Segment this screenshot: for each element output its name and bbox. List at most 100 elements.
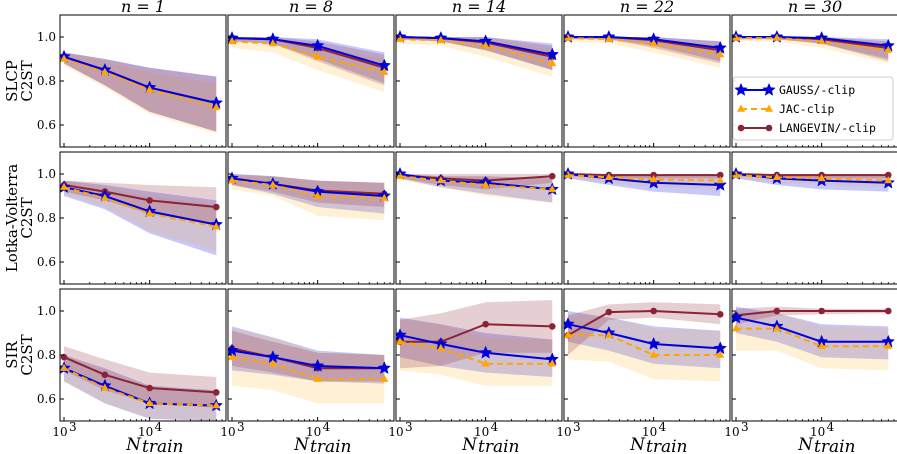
line-jac-clip-r2-c4 (736, 327, 889, 348)
point-langevin-clip-r2-c2-2 (482, 320, 489, 328)
x-axis-label-subscript: train (646, 437, 687, 454)
line-jac-clip-r1-c0 (63, 186, 217, 228)
point-jac-clip-r0-c1-3 (380, 67, 389, 75)
band-gauss-clip-r0-c2 (400, 37, 553, 70)
point-jac-clip-r0-c2-2 (481, 41, 490, 49)
band-gauss-clip-r2-c3 (568, 311, 721, 369)
legend-marker-jac-clip-a (736, 104, 746, 112)
line-langevin-clip-r1-c3 (567, 173, 721, 177)
xtick-label: 10 (388, 425, 403, 439)
panel-lines-r0-c4 (732, 29, 896, 53)
line-jac-clip-r2-c0 (63, 367, 217, 407)
x-axis-label: N (461, 435, 478, 454)
point-jac-clip-r1-c2-3 (548, 184, 557, 193)
line-gauss-clip-r0-c0 (63, 55, 217, 104)
panel-frame-r1-c2 (395, 151, 563, 285)
x-axis-label: N (797, 435, 814, 454)
line-langevin-clip-r2-c3 (567, 309, 721, 337)
xtick-label-exponent: 4 (155, 420, 163, 434)
point-gauss-clip-r0-c2-3 (545, 47, 560, 61)
ytick-label: 0.6 (37, 118, 56, 132)
xtick-label-exponent: 4 (323, 420, 331, 434)
line-jac-clip-r0-c0 (63, 58, 217, 109)
line-jac-clip-r2-c2 (399, 340, 553, 365)
xtick-label: 10 (474, 425, 489, 439)
point-jac-clip-r1-c1-0 (228, 176, 237, 184)
line-jac-clip-r0-c1 (231, 40, 385, 74)
point-jac-clip-r2-c3-0 (564, 330, 573, 338)
point-jac-clip-r0-c3-3 (716, 50, 725, 58)
point-jac-clip-r1-c1-2 (313, 191, 322, 199)
xtick-label-exponent: 4 (659, 420, 667, 434)
xtick-label: 10 (810, 425, 825, 439)
line-jac-clip-r0-c3 (567, 37, 721, 56)
point-jac-clip-r2-c4-1 (772, 324, 781, 332)
point-jac-clip-r1-c0-0 (60, 182, 69, 190)
band-gauss-clip-r2-c1 (232, 326, 385, 384)
panel-bands-r2-c2 (400, 300, 553, 386)
point-gauss-clip-r2-c3-2 (646, 336, 661, 350)
row-label-2-line-0: SIR (3, 341, 21, 369)
line-jac-clip-r2-c1 (231, 356, 385, 381)
xtick-label: 10 (306, 425, 321, 439)
point-jac-clip-r0-c4-2 (817, 36, 826, 45)
point-jac-clip-r0-c4-0 (732, 33, 741, 41)
point-jac-clip-r2-c0-3 (212, 401, 221, 409)
point-jac-clip-r2-c0-0 (60, 363, 69, 371)
panel-bands-r0-c4 (736, 37, 889, 64)
legend-box (732, 76, 894, 141)
panel-lines-r1-c1 (228, 171, 392, 202)
point-jac-clip-r1-c1-3 (380, 193, 389, 201)
line-langevin-clip-r2-c2 (400, 323, 553, 343)
panel-lines-r0-c2 (396, 29, 560, 67)
line-langevin-clip-r2-c4 (735, 310, 889, 317)
xtick-label-exponent: 4 (827, 420, 835, 434)
point-jac-clip-r1-c0-3 (212, 222, 221, 230)
point-jac-clip-r2-c3-1 (604, 330, 613, 338)
panel-lines-r2-c4 (732, 307, 896, 349)
xtick-label-exponent: 3 (69, 420, 77, 434)
point-langevin-clip-r2-c4-1 (773, 307, 781, 315)
point-jac-clip-r0-c3-1 (604, 34, 613, 42)
band-gauss-clip-r0-c1 (232, 37, 385, 84)
point-langevin-clip-r2-c3-3 (716, 311, 724, 318)
legend-label-jac-clip: JAC-clip (779, 102, 834, 116)
point-langevin-clip-r1-c3-3 (716, 171, 724, 179)
panel-lines-r2-c1 (228, 343, 392, 382)
line-gauss-clip-r2-c4 (735, 316, 889, 343)
x-axis-label: N (629, 435, 646, 454)
legend-marker-jac-clip-b (764, 104, 774, 112)
column-title-3: n = 22 (620, 0, 674, 16)
point-jac-clip-r1-c2-2 (481, 180, 490, 188)
point-gauss-clip-r2-c1-2 (310, 358, 325, 372)
band-langevin-clip-r2-c0 (64, 346, 217, 408)
point-jac-clip-r2-c1-0 (228, 352, 237, 360)
xtick-label-exponent: 3 (237, 420, 245, 434)
panel-bands-r0-c3 (568, 37, 721, 68)
xtick-label: 10 (52, 425, 67, 439)
point-jac-clip-r1-c4-3 (884, 176, 893, 184)
x-axis-label-subscript: train (814, 437, 855, 454)
panel-lines-r0-c0 (60, 49, 224, 111)
legend-marker-gauss-clip-b (762, 82, 776, 96)
point-langevin-clip-r1-c0-3 (212, 203, 220, 211)
xtick-label: 10 (724, 425, 739, 439)
point-langevin-clip-r2-c3-2 (650, 307, 657, 315)
point-jac-clip-r1-c4-1 (772, 172, 781, 180)
legend: GAUSS/-clip JAC-clip LANGEVIN/-clip (732, 76, 894, 141)
line-langevin-clip-r1-c4 (735, 173, 889, 177)
point-jac-clip-r1-c3-1 (604, 172, 613, 180)
line-gauss-clip-r0-c3 (568, 36, 721, 49)
line-gauss-clip-r2-c2 (399, 334, 553, 361)
point-jac-clip-r0-c0-3 (212, 102, 221, 111)
legend-label-langevin-clip: LANGEVIN/-clip (779, 121, 876, 135)
line-gauss-clip-r0-c2 (399, 36, 553, 56)
x-axis-label: N (293, 435, 310, 454)
x-axis-label-subscript: train (478, 437, 519, 454)
panel-lines-r2-c2 (396, 320, 560, 367)
legend-label-gauss-clip: GAUSS/-clip (779, 83, 855, 97)
line-gauss-clip-r0-c4 (736, 36, 889, 47)
point-jac-clip-r2-c1-2 (313, 374, 322, 382)
band-langevin-clip-r2-c2 (400, 300, 553, 369)
ytick-label: 1.0 (37, 167, 56, 181)
